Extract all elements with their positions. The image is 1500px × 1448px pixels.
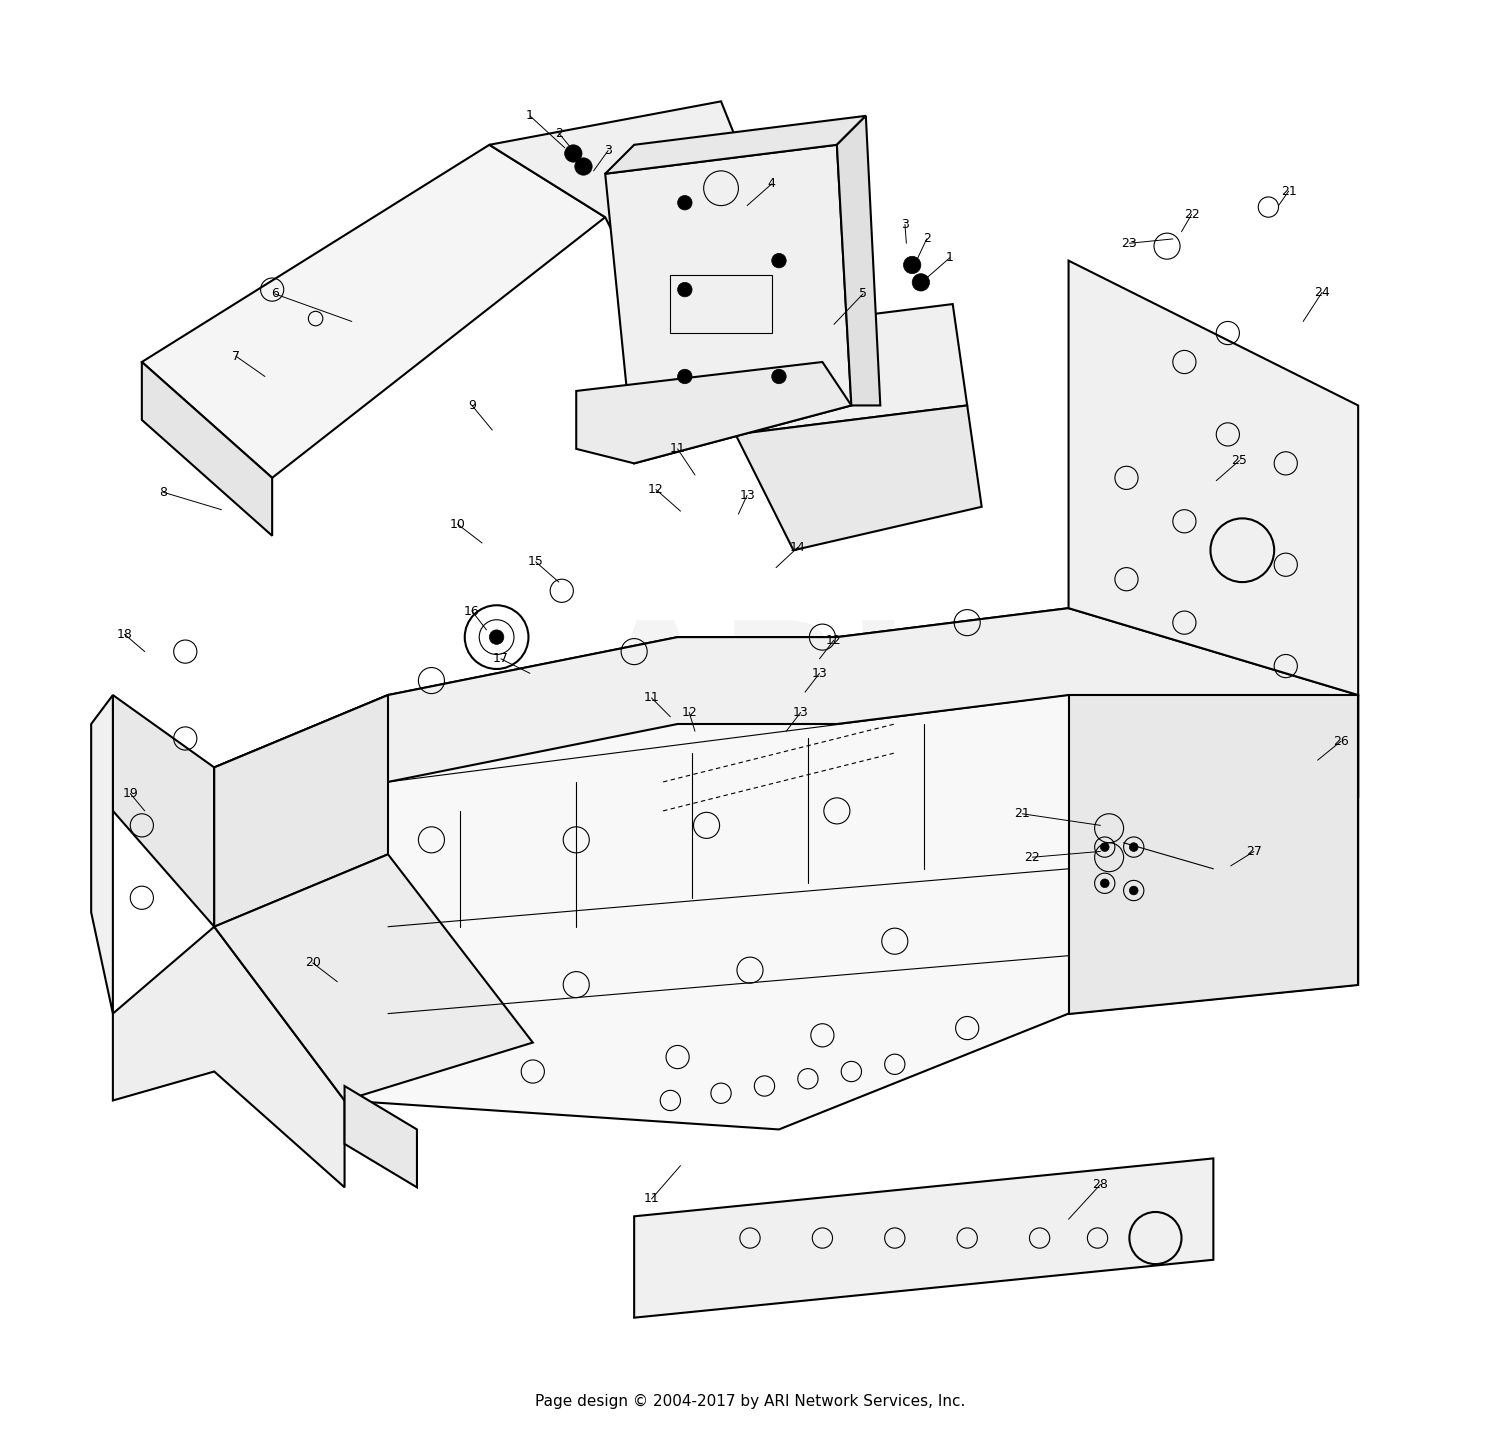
Text: 16: 16	[464, 605, 480, 617]
Text: 5: 5	[859, 288, 867, 300]
Text: 6: 6	[272, 288, 279, 300]
Circle shape	[489, 630, 504, 644]
Circle shape	[678, 282, 692, 297]
Text: 19: 19	[123, 788, 138, 799]
Polygon shape	[112, 927, 345, 1187]
Polygon shape	[92, 695, 112, 1014]
Polygon shape	[735, 405, 981, 550]
Circle shape	[678, 369, 692, 384]
Text: 17: 17	[494, 653, 508, 665]
Polygon shape	[576, 362, 852, 463]
Polygon shape	[112, 695, 214, 927]
Polygon shape	[634, 1158, 1214, 1318]
Text: 21: 21	[1281, 185, 1296, 197]
Text: 10: 10	[450, 518, 465, 530]
Polygon shape	[604, 145, 852, 463]
Text: 18: 18	[117, 628, 132, 640]
Text: 22: 22	[1184, 209, 1200, 220]
Circle shape	[912, 274, 930, 291]
Text: 3: 3	[902, 219, 909, 230]
Text: 22: 22	[1024, 851, 1039, 863]
Polygon shape	[722, 304, 968, 434]
Circle shape	[678, 195, 692, 210]
Circle shape	[771, 253, 786, 268]
Text: 4: 4	[768, 178, 776, 190]
Circle shape	[903, 256, 921, 274]
Polygon shape	[142, 145, 604, 478]
Polygon shape	[1068, 261, 1358, 695]
Text: 20: 20	[304, 957, 321, 969]
Text: 27: 27	[1246, 846, 1262, 857]
Text: 7: 7	[232, 350, 240, 362]
Text: 12: 12	[827, 634, 842, 646]
Bar	[670, 275, 771, 333]
Polygon shape	[604, 116, 865, 174]
Circle shape	[1130, 886, 1138, 895]
Circle shape	[1101, 843, 1108, 851]
Text: 13: 13	[740, 489, 754, 501]
Polygon shape	[1068, 695, 1358, 1014]
Text: 2: 2	[922, 233, 930, 245]
Polygon shape	[837, 116, 880, 405]
Text: 13: 13	[794, 707, 808, 718]
Text: ARI: ARI	[591, 614, 909, 776]
Text: 15: 15	[528, 556, 543, 568]
Circle shape	[771, 369, 786, 384]
Polygon shape	[214, 695, 388, 927]
Polygon shape	[214, 608, 1358, 840]
Text: 2: 2	[555, 127, 562, 139]
Text: 9: 9	[468, 400, 476, 411]
Circle shape	[574, 158, 592, 175]
Polygon shape	[345, 1086, 417, 1187]
Polygon shape	[214, 608, 1358, 1129]
Text: 28: 28	[1092, 1179, 1108, 1190]
Text: 3: 3	[604, 145, 612, 156]
Circle shape	[1130, 843, 1138, 851]
Text: 1: 1	[946, 252, 954, 264]
Circle shape	[1101, 879, 1108, 888]
Circle shape	[564, 145, 582, 162]
Text: 21: 21	[1014, 808, 1031, 820]
Polygon shape	[214, 854, 532, 1100]
Text: 26: 26	[1334, 736, 1348, 747]
Text: Page design © 2004-2017 by ARI Network Services, Inc.: Page design © 2004-2017 by ARI Network S…	[536, 1394, 964, 1409]
Text: 23: 23	[1122, 237, 1137, 249]
Text: 24: 24	[1314, 287, 1330, 298]
Text: 11: 11	[644, 1193, 660, 1205]
Text: 12: 12	[681, 707, 698, 718]
Text: 13: 13	[812, 668, 828, 679]
Polygon shape	[489, 101, 750, 246]
Text: 14: 14	[790, 542, 806, 553]
Text: 12: 12	[648, 484, 664, 495]
Text: 11: 11	[644, 692, 660, 704]
Text: 11: 11	[669, 443, 686, 455]
Polygon shape	[142, 362, 272, 536]
Text: 1: 1	[526, 110, 534, 122]
Text: 25: 25	[1232, 455, 1248, 466]
Text: 8: 8	[159, 487, 168, 498]
